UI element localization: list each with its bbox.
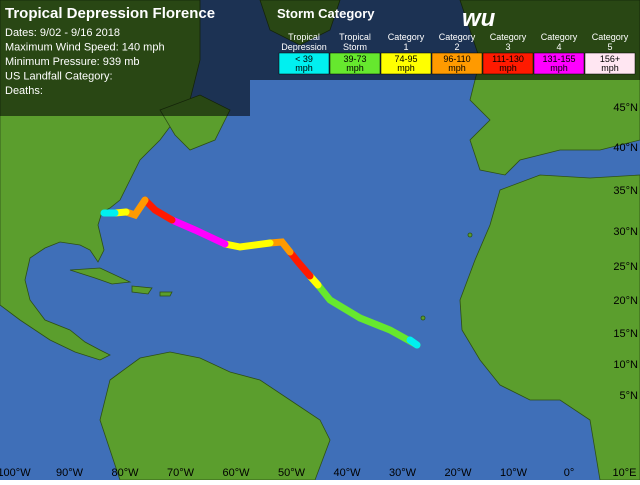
longitude-label: 20°W: [444, 467, 472, 479]
latitude-label: 25°N: [613, 261, 638, 273]
legend-swatch: [329, 52, 381, 75]
latitude-label: 5°N: [620, 390, 639, 402]
legend-range: 74-95: [394, 54, 417, 64]
track-segment: [266, 238, 294, 256]
legend-range: mph: [397, 63, 415, 73]
longitude-label: 90°W: [56, 467, 84, 479]
legend-category: 3: [505, 42, 510, 52]
track-segment: [406, 336, 421, 349]
latitude-label: 35°N: [613, 185, 638, 197]
track-segment: [286, 248, 314, 280]
longitude-label: 10°W: [500, 467, 528, 479]
legend-category: 5: [607, 42, 612, 52]
legend-range: 96-110: [443, 54, 470, 64]
legend-range: 111-130: [492, 54, 524, 64]
longitude-label: 50°W: [278, 467, 306, 479]
latitude-label: 40°N: [613, 142, 638, 154]
longitude-labels: 100°W 90°W 80°W 70°W 60°W 50°W 40°W 30°W 20°W 10°…: [0, 467, 636, 479]
legend-category: Depression: [281, 42, 327, 52]
legend-swatch: [278, 52, 330, 75]
info-line: US Landfall Category:: [5, 71, 113, 83]
track-segment: [141, 196, 176, 224]
latitude-label: 15°N: [613, 328, 638, 340]
legend-category: Category: [541, 32, 578, 42]
info-line: Maximum Wind Speed: 140 mph: [5, 42, 165, 54]
legend-swatch: [584, 52, 636, 75]
legend-category: Category: [439, 32, 476, 42]
legend-title: Storm Category: [277, 6, 375, 21]
legend-range: 39-73: [343, 54, 366, 64]
longitude-label: 80°W: [111, 467, 139, 479]
latitude-label: 30°N: [613, 226, 638, 238]
legend-category: Category: [490, 32, 527, 42]
logo: wu: [462, 5, 496, 32]
legend-range: 131-155: [542, 54, 575, 64]
legend-range: mph: [295, 63, 313, 73]
track-segment: [168, 216, 229, 248]
info-line: Dates: 9/02 - 9/16 2018: [5, 27, 120, 39]
storm-track: [100, 196, 421, 349]
legend-category: 2: [454, 42, 459, 52]
storm-title: Tropical Depression Florence: [5, 5, 215, 22]
latitude-labels: 45°N 40°N 35°N 30°N 25°N 20°N 15°N 10°N 5°N: [613, 102, 638, 402]
legend-category: Tropical: [288, 32, 320, 42]
latitude-label: 45°N: [613, 102, 638, 114]
longitude-label: 100°W: [0, 467, 31, 479]
info-line: Deaths:: [5, 85, 43, 97]
legend-category: Tropical: [339, 32, 371, 42]
longitude-label: 30°W: [389, 467, 417, 479]
legend-range: mph: [601, 63, 619, 73]
legend-category: 1: [403, 42, 408, 52]
info-panel: [0, 80, 250, 116]
legend-swatch: [431, 52, 483, 75]
legend-swatch: [482, 52, 534, 75]
storm-info: Dates: 9/02 - 9/16 2018 Maximum Wind Spee…: [5, 27, 165, 97]
legend-category: Category: [388, 32, 425, 42]
track-segment: [221, 239, 274, 251]
longitude-label: 10°E: [613, 467, 637, 479]
track-segment: [314, 281, 364, 322]
legend-category: Storm: [343, 42, 367, 52]
latitude-label: 10°N: [613, 359, 638, 371]
legend-range: < 39: [295, 54, 313, 64]
legend-swatch: [380, 52, 432, 75]
longitude-label: 60°W: [222, 467, 250, 479]
info-line: Minimum Pressure: 939 mb: [5, 56, 140, 68]
legend-category: 4: [556, 42, 561, 52]
legend-range: mph: [499, 63, 517, 73]
latitude-label: 20°N: [613, 295, 638, 307]
longitude-label: 0°: [564, 467, 575, 479]
legend-range: mph: [346, 63, 364, 73]
longitude-label: 70°W: [167, 467, 195, 479]
legend-category: Category: [592, 32, 629, 42]
legend-range: mph: [550, 63, 568, 73]
longitude-label: 40°W: [333, 467, 361, 479]
legend-range: 156+: [600, 54, 620, 64]
legend-swatch: [533, 52, 585, 75]
legend-range: mph: [448, 63, 466, 73]
